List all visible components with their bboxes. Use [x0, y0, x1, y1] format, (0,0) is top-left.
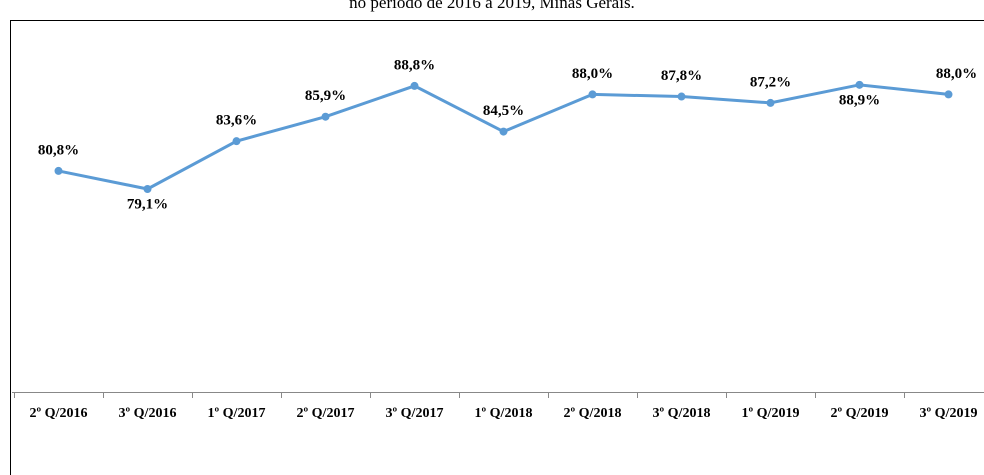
data-label: 88,9% — [839, 92, 880, 108]
series-line — [58, 83, 949, 191]
data-point — [143, 184, 152, 193]
x-tick-label: 3º Q/2017 — [386, 406, 444, 421]
x-tick-label: 3º Q/2018 — [653, 406, 711, 421]
data-label: 83,6% — [216, 113, 257, 129]
data-point — [855, 80, 864, 89]
x-tick-label: 1º Q/2019 — [742, 406, 800, 421]
data-label: 79,1% — [127, 196, 168, 212]
data-point — [410, 81, 419, 90]
data-point — [944, 90, 953, 99]
x-tick-label: 2º Q/2016 — [30, 406, 88, 421]
data-label: 84,5% — [483, 103, 524, 119]
data-point — [321, 112, 330, 121]
x-tick-label: 2º Q/2019 — [831, 406, 889, 421]
data-point — [232, 137, 241, 146]
chart-title: no período de 2016 a 2019, Minas Gerais. — [349, 0, 635, 12]
x-tick-label: 3º Q/2016 — [119, 406, 177, 421]
x-tick-label: 2º Q/2017 — [297, 406, 355, 421]
x-tick-label: 3º Q/2019 — [920, 406, 978, 421]
data-label: 80,8% — [38, 142, 79, 158]
data-point — [766, 98, 775, 107]
data-label: 88,8% — [394, 57, 435, 73]
x-tick-label: 2º Q/2018 — [564, 406, 622, 421]
data-point — [54, 166, 63, 175]
data-label: 88,0% — [936, 66, 977, 82]
data-point — [677, 92, 686, 101]
chart-frame — [10, 20, 984, 475]
data-label: 88,0% — [572, 66, 613, 82]
data-point — [499, 127, 508, 136]
data-label: 87,8% — [661, 68, 702, 84]
data-point — [588, 90, 597, 99]
x-tick-label: 1º Q/2018 — [475, 406, 533, 421]
x-tick-label: 1º Q/2017 — [208, 406, 266, 421]
data-label: 85,9% — [305, 88, 346, 104]
data-label: 87,2% — [750, 74, 791, 90]
